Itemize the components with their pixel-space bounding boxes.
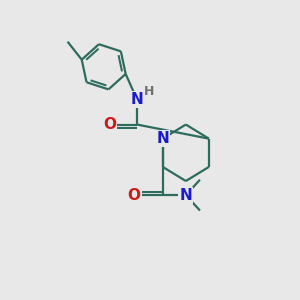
Text: N: N	[156, 131, 169, 146]
Text: O: O	[128, 188, 140, 202]
Text: N: N	[131, 92, 143, 107]
Text: N: N	[179, 188, 192, 202]
Text: O: O	[103, 117, 116, 132]
Text: H: H	[144, 85, 154, 98]
